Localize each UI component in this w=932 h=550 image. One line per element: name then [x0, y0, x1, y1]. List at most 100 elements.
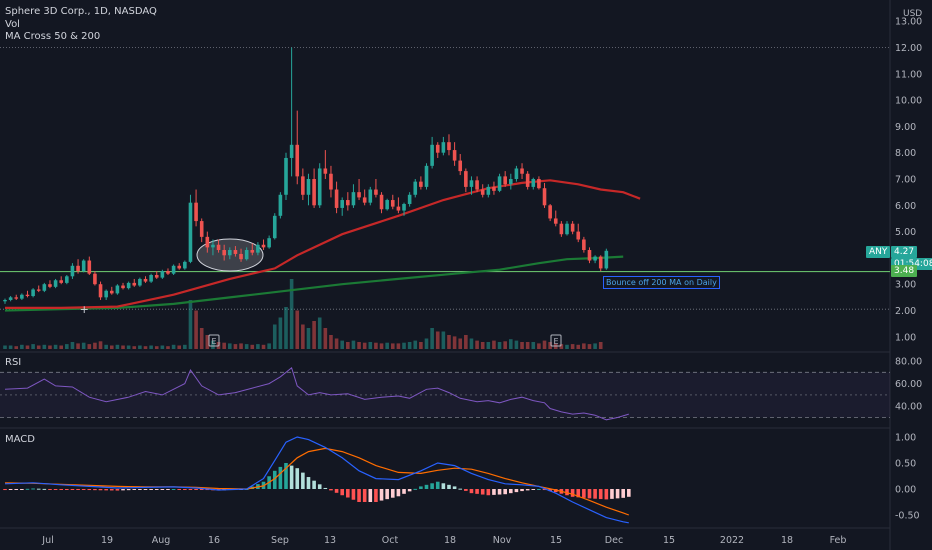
macd-histogram-bar — [109, 489, 114, 491]
bounce-annotation[interactable]: Bounce off 200 MA on Daily — [603, 276, 720, 289]
volume-bar — [520, 342, 524, 349]
macd-histogram-bar — [289, 465, 294, 489]
volume-bar — [480, 342, 485, 349]
macd-histogram-bar — [87, 489, 92, 491]
volume-bar — [42, 344, 47, 349]
candle-body — [166, 271, 170, 274]
macd-histogram-bar — [385, 489, 389, 500]
candle-body — [70, 265, 75, 277]
volume-bar — [323, 328, 328, 349]
macd-histogram-bar — [441, 483, 446, 489]
candle-body — [430, 144, 434, 166]
volume-bar — [329, 335, 333, 349]
candle-body — [362, 197, 367, 203]
volume-bar — [435, 331, 440, 349]
price-tick-label: 13.00 — [895, 17, 922, 28]
volume-bar — [537, 343, 541, 349]
macd-histogram-bar — [284, 463, 288, 489]
volume-bar — [211, 340, 215, 349]
macd-histogram-bar — [402, 489, 406, 494]
earnings-marker — [550, 334, 562, 347]
volume-bar — [469, 338, 474, 349]
macd-histogram-bar — [390, 489, 395, 498]
candle-body — [233, 250, 238, 254]
volume-bar — [548, 342, 552, 349]
volume-bar — [441, 331, 446, 349]
candle-body — [194, 202, 198, 222]
macd-histogram-bar — [194, 489, 198, 490]
volume-bar — [475, 340, 479, 349]
candle-body — [486, 186, 491, 195]
candle-body — [525, 173, 530, 187]
candle-body — [570, 223, 575, 232]
volume-bar — [272, 324, 277, 349]
time-tick-label: 15 — [663, 535, 675, 546]
price-tick-label: 12.00 — [895, 43, 922, 54]
volume-bar — [166, 346, 170, 349]
volume-bar — [514, 340, 519, 349]
macd-histogram-bar — [14, 489, 19, 490]
price-tick-label: 2.00 — [895, 306, 916, 317]
macd-histogram-bar — [469, 489, 474, 494]
macd-histogram-bar — [115, 489, 120, 491]
candle-body — [413, 181, 418, 195]
macd-histogram-bar — [149, 489, 153, 490]
volume-bar — [143, 346, 148, 349]
volume-bar — [149, 345, 153, 349]
volume-bar — [402, 342, 406, 349]
volume-bar — [458, 338, 463, 349]
candle-body — [548, 205, 552, 219]
volume-bar — [250, 344, 255, 349]
volume-bar — [531, 342, 536, 349]
candle-body — [379, 194, 384, 210]
price-tick-label: 1.00 — [895, 332, 916, 343]
candle-body — [65, 276, 69, 283]
macd-histogram-bar — [497, 489, 502, 495]
time-tick-label: 2022 — [720, 535, 744, 546]
volume-bar — [396, 343, 401, 349]
macd-histogram-bar — [93, 489, 97, 491]
volume-bar — [222, 342, 226, 349]
candle-body — [244, 250, 249, 260]
volume-bar — [447, 335, 451, 349]
candle-body — [553, 218, 558, 224]
rsi-tick-label: 40.00 — [895, 402, 922, 413]
macd-histogram-bar — [593, 489, 597, 499]
candle-body — [295, 144, 300, 177]
candle-body — [312, 179, 316, 206]
candle-body — [435, 144, 440, 153]
candle-body — [306, 179, 311, 195]
macd-histogram-bar — [424, 484, 429, 489]
macd-histogram-bar — [435, 481, 440, 489]
candle-body — [480, 189, 485, 195]
time-tick-label: Feb — [830, 535, 847, 546]
volume-bar — [228, 343, 232, 349]
macd-histogram-bar — [565, 489, 569, 496]
macd-histogram-bar — [379, 489, 384, 501]
rsi-tick-label: 80.00 — [895, 357, 922, 368]
macd-histogram-bar — [407, 489, 412, 492]
macd-histogram-bar — [126, 489, 131, 491]
macd-histogram-bar — [323, 487, 328, 489]
volume-bar — [25, 345, 30, 349]
candle-body — [424, 165, 429, 187]
time-tick-label: Sep — [271, 535, 289, 546]
candle-body — [475, 180, 479, 190]
volume-bar — [295, 310, 300, 349]
candle-body — [76, 265, 80, 272]
macd-histogram-bar — [537, 489, 541, 490]
volume-bar — [87, 344, 92, 349]
candle-body — [205, 236, 210, 248]
candle-body — [514, 168, 519, 179]
volume-bar — [132, 346, 137, 349]
candle-body — [228, 250, 232, 256]
volume-bar — [430, 328, 434, 349]
volume-bar — [525, 342, 530, 349]
candle-body — [390, 200, 395, 207]
candle-body — [109, 290, 114, 294]
candle-body — [317, 168, 322, 206]
volume-bar — [104, 344, 108, 349]
macd-histogram-bar — [340, 489, 344, 496]
candle-body — [87, 260, 92, 274]
